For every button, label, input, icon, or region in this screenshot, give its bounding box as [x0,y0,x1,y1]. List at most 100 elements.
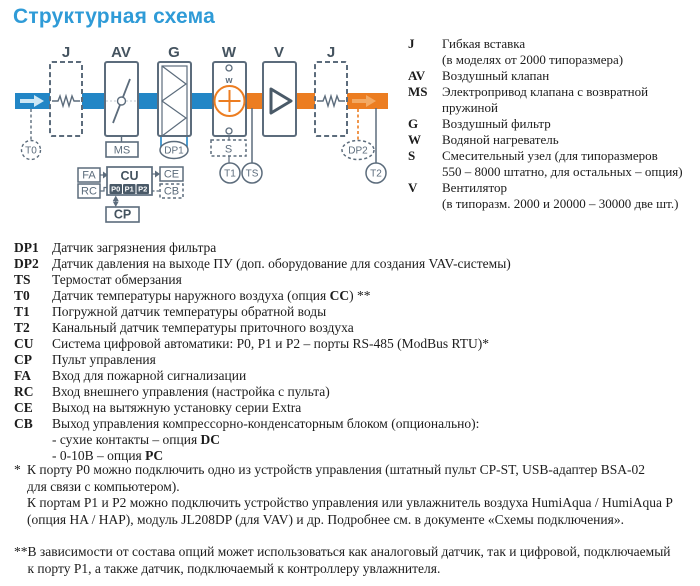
component-letters: J AV G W V J [62,44,335,61]
footnote-text: (опция HA / HAP), модуль JL208DP (для VA… [27,512,700,529]
cu-cp-arrowhead-up [113,196,119,202]
legend-text: Система цифровой автоматики: P0, P1 и P2… [52,336,698,352]
legend-text: Вход внешнего управления (настройка с пу… [52,384,698,400]
cp-label: CP [114,208,131,222]
legend-text: Погружной датчик температуры обратной во… [52,304,698,320]
t1-label: T1 [224,169,236,180]
legend-text: Вход для пожарной сигнализации [52,368,698,384]
s-label: S [225,144,232,156]
letter-v: V [274,44,284,61]
t0-label: T0 [25,146,37,157]
legend-text: Канальный датчик температуры приточного … [52,320,698,336]
duct-blue-segment [191,93,213,109]
control-unit-block: FA RC CU P0 P1 P2 CE CB CP [78,167,183,222]
t2-label: T2 [370,169,382,180]
duct-blue-segment [138,93,158,109]
legend-row: - сухие контакты – опция DC [14,432,698,448]
legend-text: - сухие контакты – опция DC [52,432,698,448]
legend-key: TS [14,272,52,288]
legend-key: W [408,132,442,148]
cu-cp-arrowhead-down [113,202,119,208]
legend-text: Датчик давления на выходе ПУ (доп. обору… [52,256,698,272]
heater-w-label: w [224,75,233,85]
legend-text: Выход на вытяжную установку серии Extra [52,400,698,416]
letter-j1: J [62,44,70,61]
legend-text: Гибкая вставка [442,36,700,52]
legend-key: CP [14,352,52,368]
legend-text: Вентилятор [442,180,700,196]
letter-j2: J [327,44,335,61]
footnote-marker: ** [14,544,28,577]
dp2-label: DP2 [348,146,368,157]
footnote-text: В зависимости от состава опций может исп… [28,544,700,561]
legend-key: V [408,180,442,196]
duct-orange-segment [296,93,315,109]
flexible-insert-box-j1 [50,62,82,136]
legend-text: Датчик загрязнения фильтра [52,240,698,256]
legend-text: Термостат обмерзания [52,272,698,288]
cb-label: CB [164,186,179,198]
footnote-text: К портам P1 и P2 можно подключить устрой… [27,495,700,512]
footnote-text: К порту P0 можно подключить одно из устр… [27,462,700,479]
duct-blue-segment [82,93,105,109]
cu-label: CU [120,169,138,183]
legend-text: Датчик температуры наружного воздуха (оп… [52,288,698,304]
legend-key: DP2 [14,256,52,272]
legend-key: T1 [14,304,52,320]
legend-key: FA [14,368,52,384]
p2-label: P2 [138,185,147,194]
legend-key: J [408,36,442,52]
legend-key: CE [14,400,52,416]
rc-cu-line [100,188,107,192]
legend-key: G [408,116,442,132]
p1-label: P1 [125,185,134,194]
sensors: T0 MS DP1 S T1 TS DP2 T2 [22,140,387,183]
ms-label: MS [114,145,131,157]
legend-text: (в моделях от 2000 типоразмера) [442,52,700,68]
legend-text: Электропривод клапана с возвратной [442,84,700,100]
legend-key: T2 [14,320,52,336]
footnotes: * К порту P0 можно подключить одно из ус… [14,462,700,586]
rc-label: RC [81,186,97,198]
damper-pivot-icon [118,97,126,105]
letter-w: W [222,44,237,61]
structural-scheme-diagram: J AV G W V J [0,0,400,232]
flexible-insert-box-j2 [315,62,347,136]
legend-key: DP1 [14,240,52,256]
footnote-2: ** В зависимости от состава опций может … [14,544,700,577]
legend-key: T0 [14,288,52,304]
filter-box-g [158,62,191,136]
heater-port-bottom-icon [226,128,232,134]
legend-key: S [408,148,442,164]
footnote-text: для связи с компьютером). [27,479,700,496]
legend-key: RC [14,384,52,400]
letter-av: AV [111,44,131,61]
legend-text: пружиной [442,100,700,116]
footnote-1: * К порту P0 можно подключить одно из ус… [14,462,700,528]
legend-text: Смесительный узел (для типоразмеров [442,148,700,164]
legend-text: Выход управления компрессорно-конденсато… [52,416,698,432]
legend-text: (в типоразм. 2000 и 20000 – 30000 две шт… [442,196,700,212]
legend-text: Воздушный фильтр [442,116,700,132]
legend-key: MS [408,84,442,100]
ce-label: CE [164,169,179,181]
